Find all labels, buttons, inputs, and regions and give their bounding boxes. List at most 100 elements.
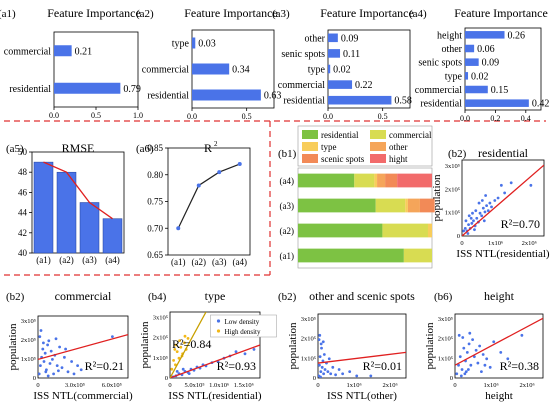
tick-label: 0: [453, 382, 456, 389]
data-point: [79, 368, 83, 372]
data-point: [483, 210, 487, 214]
category-label: residential: [420, 99, 462, 110]
data-point: [321, 340, 325, 344]
data-point: [503, 191, 507, 195]
bar-segment: [419, 198, 435, 213]
chart-title: other and scenic spots: [309, 289, 415, 303]
tick-label: 0: [457, 233, 460, 240]
plot-area: [170, 312, 260, 378]
tick-label: 0.75: [147, 197, 163, 207]
data-point: [46, 374, 50, 378]
category-label: commercial: [4, 46, 51, 57]
bar: [465, 72, 469, 80]
chart-title: Feature Importance: [320, 6, 414, 20]
chart-title: height: [484, 289, 515, 303]
bar-segment: [405, 198, 408, 213]
trend-line: [170, 344, 260, 378]
legend-frame: [210, 314, 277, 338]
data-point: [474, 348, 478, 352]
chart-title: RMSE: [62, 141, 95, 155]
bar: [465, 31, 505, 39]
data-point: [466, 368, 470, 371]
data-point: [461, 336, 465, 339]
bar-segment: [382, 223, 428, 238]
data-point: [457, 363, 460, 367]
legend-swatch: [370, 142, 386, 151]
data-point: [237, 162, 242, 167]
category-label: (a1): [280, 251, 295, 261]
x-axis-label: ISS NTL(other): [327, 390, 397, 402]
data-label: 0.09: [341, 33, 359, 44]
data-point: [355, 374, 359, 378]
bar-segment: [298, 173, 355, 188]
data-point: [329, 372, 333, 376]
panel-label: (b1): [278, 148, 297, 160]
data-point: [42, 360, 46, 363]
chart-a1: (a1) Feature Importance commercial 0.21 resi…: [0, 6, 143, 120]
data-point: [463, 372, 467, 376]
chart-title: type: [205, 289, 226, 303]
data-point: [174, 343, 178, 347]
panel-label: (b2): [278, 291, 297, 303]
annotation: R²=0.01: [363, 359, 402, 373]
data-point: [490, 205, 493, 209]
tick-label: 0.0: [49, 111, 59, 120]
data-point: [318, 355, 322, 359]
category-label: type: [308, 65, 326, 76]
category-label: (a2): [280, 226, 295, 236]
chart-a3: (a3) Feature Importance other 0.09 senic spo…: [272, 6, 414, 121]
tick-label: (a4): [105, 255, 120, 265]
tick-label: (a2): [59, 255, 74, 265]
panel-label: (b6): [434, 291, 453, 303]
data-label: 0.58: [394, 96, 412, 107]
data-point: [482, 219, 486, 223]
bar: [465, 99, 529, 107]
data-point: [58, 345, 61, 349]
annotation: R²=0.21: [85, 359, 124, 373]
data-point: [334, 373, 337, 377]
tick-label: 6.0x10⁵: [102, 382, 122, 389]
bar: [465, 85, 488, 94]
tick-label: 3x10⁵: [438, 316, 453, 323]
panels-a: (a1) Feature Importance commercial 0.21 resi…: [0, 6, 549, 267]
bar: [33, 161, 54, 254]
tick-label: (a1): [36, 255, 51, 265]
category-label: type: [172, 39, 190, 50]
data-point: [64, 347, 67, 351]
data-point: [529, 183, 533, 187]
plot-frame: [53, 31, 139, 108]
trend-line: [38, 333, 128, 361]
tick-label: 2x10⁶: [383, 382, 398, 389]
x-axis-label: ISS NTL(residential): [456, 248, 550, 260]
tick-label: 1x10⁵: [21, 356, 36, 363]
tick-label: 46: [18, 187, 28, 197]
tick-label: 1x10⁵: [445, 210, 460, 217]
data-point: [175, 370, 179, 373]
tick-label: 0.85: [147, 143, 163, 153]
data-label: 0.09: [482, 58, 500, 69]
category-label: height: [437, 30, 462, 41]
legend-swatch: [302, 130, 318, 139]
data-point: [464, 219, 468, 223]
data-point: [42, 341, 45, 345]
data-point: [66, 370, 70, 374]
data-point: [63, 355, 66, 359]
chart-title: commercial: [55, 289, 112, 303]
bar-segment: [397, 173, 432, 188]
plot-frame: [461, 159, 545, 237]
legend-label: Low density: [225, 318, 260, 326]
tick-label: 3.0x10⁵: [65, 382, 85, 389]
category-label: commercial: [142, 65, 189, 76]
data-point: [499, 351, 503, 354]
data-point: [183, 341, 186, 345]
panel-label: (a3): [272, 8, 290, 20]
data-point: [476, 361, 480, 365]
category-label: type: [445, 71, 463, 82]
plot-frame: [317, 313, 407, 379]
category-label: commercial: [415, 85, 462, 96]
panel-label: (a6): [136, 143, 154, 155]
data-point: [39, 329, 43, 332]
bar: [465, 58, 479, 66]
data-point: [485, 357, 489, 361]
